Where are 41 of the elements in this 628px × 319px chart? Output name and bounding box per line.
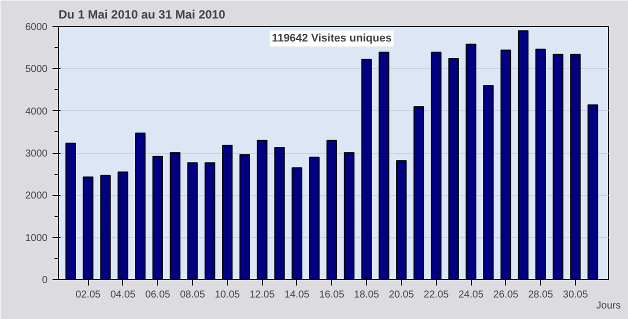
x-tick-label: 12.05 xyxy=(250,290,276,300)
bar xyxy=(239,154,250,280)
bar xyxy=(448,58,459,280)
bar xyxy=(65,142,76,280)
bar xyxy=(588,104,598,280)
x-tick-label: 06.05 xyxy=(145,290,171,300)
bar xyxy=(414,106,424,280)
y-tick-label: 0 xyxy=(42,275,48,286)
chart-title: Du 1 Mai 2010 au 31 Mai 2010 xyxy=(58,8,226,22)
y-tick-label: 1000 xyxy=(25,232,48,244)
x-tick-label: 20.05 xyxy=(388,290,414,300)
x-tick-label: 08.05 xyxy=(180,290,206,300)
y-tick-label: 2000 xyxy=(25,190,48,202)
x-tick-label: 16.05 xyxy=(319,290,345,300)
x-axis-title: Jours xyxy=(596,300,621,312)
bar xyxy=(483,85,494,280)
bar xyxy=(100,174,111,280)
bar xyxy=(378,52,390,280)
x-tick-label: 22.05 xyxy=(424,290,450,300)
y-tick-label: 3000 xyxy=(25,148,48,160)
x-tick-label: 24.05 xyxy=(458,290,484,300)
x-tick-label: 14.05 xyxy=(284,290,310,300)
bar xyxy=(309,156,320,280)
x-tick-label: 04.05 xyxy=(110,290,136,300)
x-tick-label: 26.05 xyxy=(493,290,519,300)
bar xyxy=(204,162,216,280)
x-tick-label: 28.05 xyxy=(528,290,554,300)
x-tick-label: 18.05 xyxy=(354,290,380,300)
bar xyxy=(135,132,146,280)
x-tick-label: 30.05 xyxy=(562,290,588,300)
bar xyxy=(344,152,354,280)
bar xyxy=(552,54,564,280)
y-tick-label: 4000 xyxy=(25,106,48,118)
bar xyxy=(274,147,285,280)
x-tick-label: 10.05 xyxy=(214,290,240,300)
y-tick-label: 6000 xyxy=(25,22,48,33)
text: 119642 Visites uniques xyxy=(272,32,392,44)
y-tick-label: 5000 xyxy=(25,64,48,76)
x-tick-label: 02.05 xyxy=(76,290,102,300)
bar xyxy=(170,152,180,280)
bar xyxy=(518,30,528,280)
